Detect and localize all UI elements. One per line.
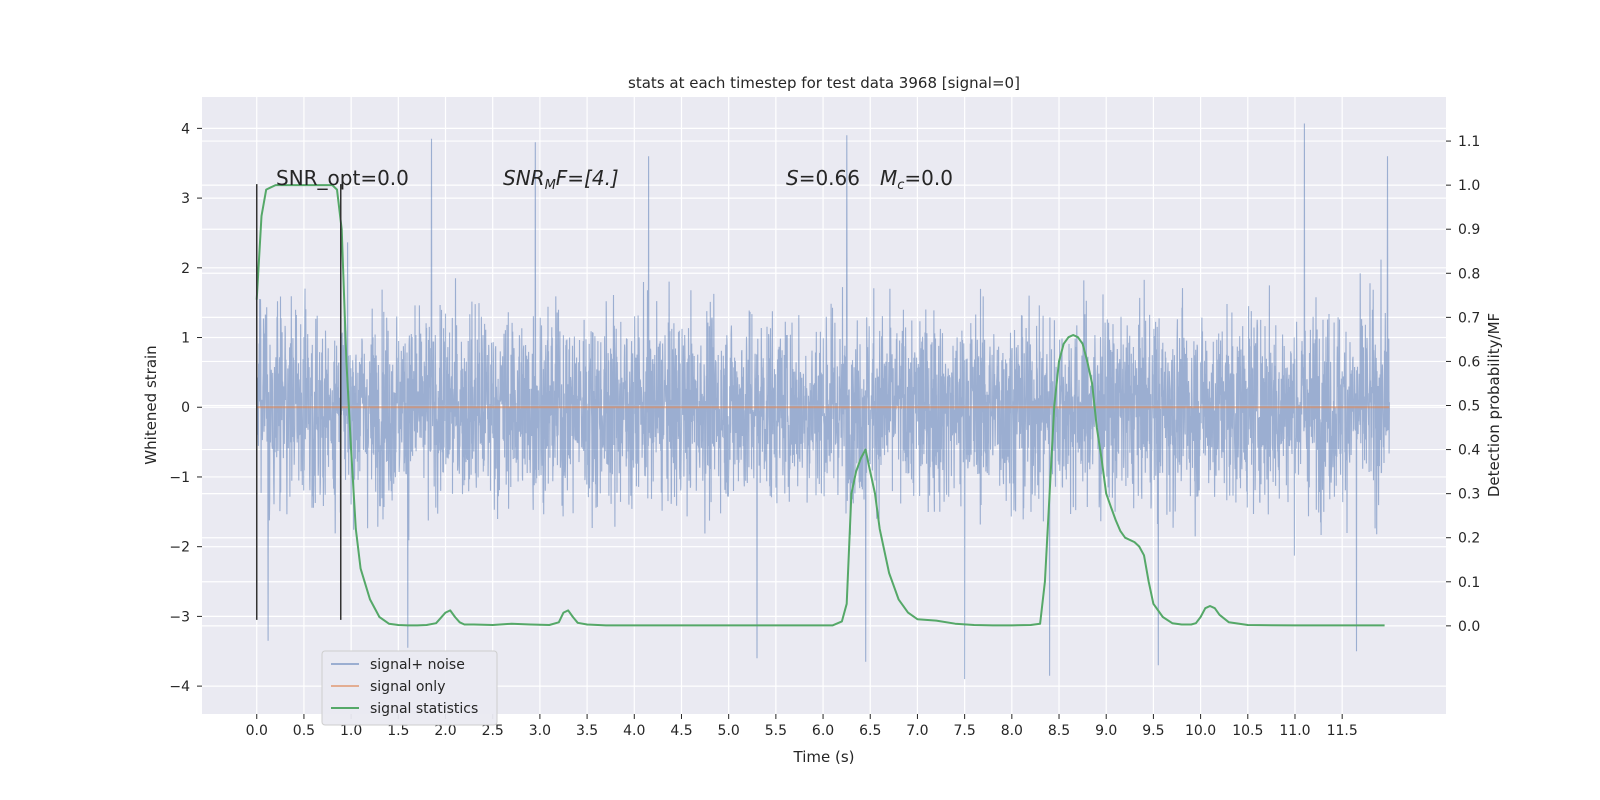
line-signal-noise: [256, 123, 1390, 680]
x-tick-label: 4.5: [670, 723, 692, 739]
y-axis-right-label: Detection probability/MF: [1485, 313, 1503, 497]
x-tick-label: 7.5: [954, 723, 976, 739]
y-right-tick-label: 0.8: [1458, 266, 1480, 282]
x-tick-label: 7.0: [906, 723, 928, 739]
annotation-mc-value: =0.0: [904, 166, 953, 190]
y-right-tick-label: 0.2: [1458, 531, 1480, 547]
x-tick-label: 11.0: [1279, 723, 1310, 739]
y-tick-label: 3: [181, 191, 190, 207]
y-right-tick-label: 0.3: [1458, 487, 1480, 503]
y-tick-label: −3: [169, 609, 190, 625]
y-tick-label: −4: [169, 679, 190, 695]
annotation-s: S=0.66: [786, 166, 860, 190]
x-tick-label: 1.5: [387, 723, 409, 739]
legend-label-signal-statistics: signal statistics: [370, 701, 478, 717]
x-tick-label: 1.0: [340, 723, 362, 739]
annotation-snr-opt: SNR_opt=0.0: [276, 166, 409, 190]
annotation-snr-mf: SNRMF=[4.]: [503, 166, 619, 193]
y-right-tick-label: 0.5: [1458, 399, 1480, 415]
x-tick-label: 9.5: [1142, 723, 1164, 739]
x-tick-label: 3.0: [529, 723, 551, 739]
y-tick-label: −1: [169, 470, 190, 486]
x-tick-label: 11.5: [1327, 723, 1358, 739]
annotation-mc: Mc=0.0: [880, 166, 953, 193]
annotation-snr-mf-sub: M: [545, 178, 556, 193]
y-tick-label: 1: [181, 331, 190, 347]
y-right-tick-label: 0.4: [1458, 443, 1480, 459]
x-tick-label: 6.0: [812, 723, 834, 739]
y-tick-label: 0: [181, 400, 190, 416]
legend-label-signal-noise: signal+ noise: [370, 657, 465, 673]
annotation-mc-sub: c: [897, 178, 904, 193]
legend: signal+ noise signal only signal statist…: [321, 650, 498, 726]
y-tick-label: 2: [181, 261, 190, 277]
x-tick-label: 3.5: [576, 723, 598, 739]
legend-label-signal-only: signal only: [370, 679, 445, 695]
x-tick-label: 5.0: [718, 723, 740, 739]
x-tick-label: 2.0: [434, 723, 456, 739]
y-right-tick-label: 1.1: [1458, 134, 1480, 150]
x-axis-label: Time (s): [793, 748, 855, 766]
x-tick-label: 8.5: [1048, 723, 1070, 739]
series-signal-noise: [256, 123, 1390, 680]
tick-labels: 0.0 0.5 1.0 1.5 2.0 2.5 3.0 3.5 4.0 4.5 5.0 5.5 6.0 6…: [169, 121, 1480, 739]
annotation-mc-label: M: [880, 166, 897, 190]
y-right-tick-label: 1.0: [1458, 178, 1480, 194]
y-right-tick-label: 0.1: [1458, 575, 1480, 591]
legend-box: [321, 650, 498, 726]
annotation-snr-mf-rest: F=[4.]: [556, 166, 619, 190]
annotation-snr-mf-base: SNR: [503, 166, 545, 190]
x-tick-label: 6.5: [859, 723, 881, 739]
y-axis-label: Whitened strain: [142, 345, 160, 464]
annotations: SNR_opt=0.0 SNRMF=[4.] S=0.66 Mc=0.0: [276, 166, 953, 193]
chart-title: stats at each timestep for test data 396…: [628, 74, 1020, 92]
x-tick-label: 8.0: [1001, 723, 1023, 739]
x-tick-label: 10.5: [1232, 723, 1263, 739]
x-tick-label: 0.5: [293, 723, 315, 739]
series-lines: [255, 184, 1390, 627]
x-tick-label: 0.0: [246, 723, 268, 739]
y-right-tick-label: 0.7: [1458, 310, 1480, 326]
x-tick-label: 10.0: [1185, 723, 1216, 739]
x-tick-label: 5.5: [765, 723, 787, 739]
y-tick-label: −2: [169, 540, 190, 556]
y-tick-label: 4: [181, 121, 190, 137]
window-markers: [255, 184, 342, 620]
annotation-s-label: S: [786, 166, 799, 190]
x-tick-label: 4.0: [623, 723, 645, 739]
y-right-tick-label: 0.6: [1458, 354, 1480, 370]
x-tick-label: 9.0: [1095, 723, 1117, 739]
y-right-tick-label: 0.9: [1458, 222, 1480, 238]
y-right-tick-label: 0.0: [1458, 619, 1480, 635]
line-signal-statistics: [255, 184, 1385, 627]
annotation-s-value: =0.66: [799, 166, 860, 190]
x-tick-label: 2.5: [482, 723, 504, 739]
